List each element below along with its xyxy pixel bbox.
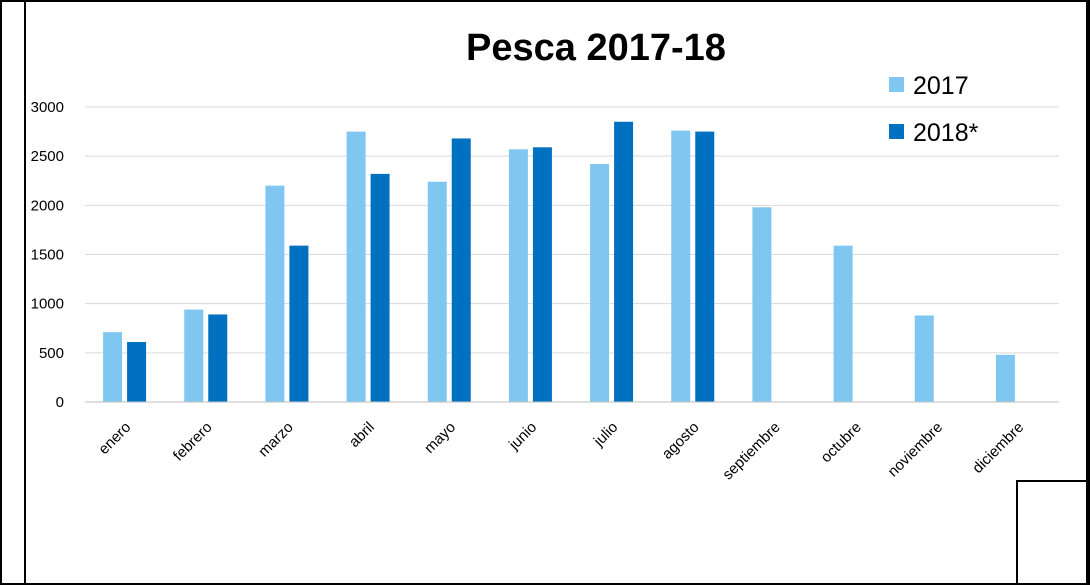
bar-2018-enero xyxy=(127,342,147,402)
bar-2017-enero xyxy=(103,332,123,402)
y-tick-label: 2000 xyxy=(31,197,64,214)
y-tick-label: 2500 xyxy=(31,148,64,165)
chart-title: Pesca 2017-18 xyxy=(466,27,726,69)
x-axis-ticks: enero febrero marzo abril mayo junio julio agos… xyxy=(95,419,1027,483)
y-tick-label: 0 xyxy=(56,394,64,411)
inner-frame xyxy=(24,2,1088,583)
bar-2018-agosto xyxy=(695,131,715,403)
x-tick-label: julio xyxy=(590,419,622,451)
bar-2017-septiembre xyxy=(752,207,772,402)
x-tick-label: diciembre xyxy=(969,419,1027,477)
bar-2018-febrero xyxy=(208,314,228,402)
y-tick-label: 1000 xyxy=(31,296,64,313)
bar-2017-mayo xyxy=(427,181,447,402)
legend-label-2018: 2018* xyxy=(913,119,979,147)
bar-2018-marzo xyxy=(289,245,309,402)
bar-2018-mayo xyxy=(451,138,471,402)
legend-swatch-2018 xyxy=(889,124,904,139)
x-tick-label: mayo xyxy=(421,419,459,457)
x-tick-label: febrero xyxy=(170,419,216,465)
bar-2017-junio xyxy=(508,149,528,402)
bar-2017-abril xyxy=(346,131,366,403)
bar-2017-febrero xyxy=(184,309,204,402)
x-tick-label: junio xyxy=(505,419,540,454)
bar-2017-marzo xyxy=(265,185,285,402)
legend-label-2017: 2017 xyxy=(913,72,969,100)
bar-2017-octubre xyxy=(833,245,853,402)
x-tick-label: marzo xyxy=(255,419,296,460)
gridlines xyxy=(85,106,1059,354)
bar-2018-abril xyxy=(370,173,390,402)
legend: 2017 2018* xyxy=(889,72,979,147)
bar-2017-diciembre xyxy=(995,354,1015,402)
y-tick-label: 3000 xyxy=(31,99,64,116)
y-tick-label: 1500 xyxy=(31,247,64,264)
x-tick-label: agosto xyxy=(659,419,703,463)
bar-2017-agosto xyxy=(671,130,691,402)
corner-bracket xyxy=(1016,480,1090,585)
bar-2017-julio xyxy=(590,164,610,402)
legend-swatch-2017 xyxy=(889,77,904,92)
x-tick-label: octubre xyxy=(818,419,865,466)
x-tick-label: abril xyxy=(346,419,378,451)
y-axis-ticks: 0 500 1000 1500 2000 2500 3000 xyxy=(31,99,64,411)
x-tick-label: septiembre xyxy=(719,419,783,483)
bar-2018-junio xyxy=(532,147,552,402)
y-tick-label: 500 xyxy=(39,345,64,362)
bars xyxy=(103,121,1015,403)
bar-2018-julio xyxy=(614,121,634,402)
x-tick-label: enero xyxy=(95,419,134,458)
bar-2017-noviembre xyxy=(914,315,934,402)
x-tick-label: noviembre xyxy=(885,419,947,481)
